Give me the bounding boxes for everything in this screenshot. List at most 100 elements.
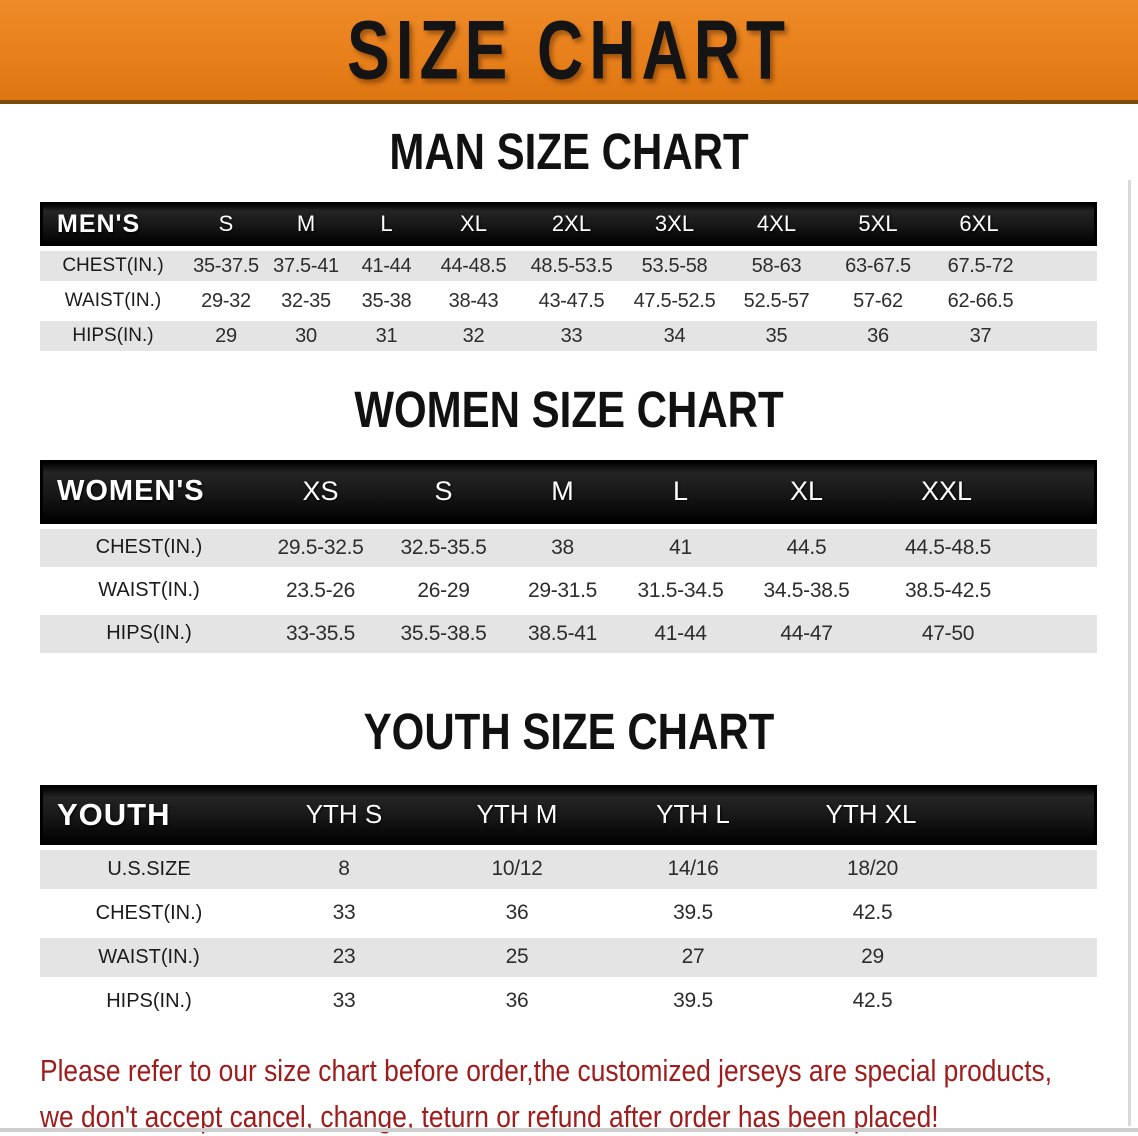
youth-measurement-cell: 29 [782, 937, 1097, 977]
women-measurement-cell: 29.5-32.5 [258, 528, 383, 567]
youth-measurement-cell: 39.5 [604, 893, 782, 933]
women-measurement-cell: 34.5-38.5 [740, 571, 873, 610]
men-measurement-cell: 36 [827, 321, 929, 352]
men-size-column-header: 2XL [520, 202, 623, 247]
women-measurement-cell: 31.5-34.5 [621, 571, 740, 610]
women-measurement-cell: 44-47 [740, 614, 873, 653]
women-size-column-header: XL [740, 459, 873, 524]
youth-measurement-cell: 42.5 [782, 893, 1097, 933]
men-measurement-cell: 35 [726, 321, 827, 352]
photo-edge-right [1128, 180, 1131, 1126]
men-measurement-cell: 67.5-72 [929, 251, 1097, 282]
men-band-label: MEN'S [40, 202, 186, 247]
men-measurement-cell: 41-44 [346, 251, 427, 282]
mens-chart-heading: MAN SIZE CHART [389, 122, 749, 181]
men-measurement-cell: 44-48.5 [427, 251, 520, 282]
womens-size-table: WOMEN'S XS S M L XL XXL CHEST(IN.) 29.5-32.5 32.5… [40, 455, 1097, 658]
youth-row-label: U.S.SIZE [40, 849, 258, 889]
women-measurement-cell: 41 [621, 528, 740, 567]
men-measurement-cell: 62-66.5 [929, 286, 1097, 317]
banner-title: SIZE CHART [347, 3, 791, 97]
men-measurement-cell: 43-47.5 [520, 286, 623, 317]
youth-row-label: HIPS(IN.) [40, 981, 258, 1021]
youth-chart-heading: YOUTH SIZE CHART [363, 702, 775, 760]
women-measurement-cell: 35.5-38.5 [383, 614, 504, 653]
women-size-column-header: XXL [873, 459, 1097, 524]
men-measurement-cell: 48.5-53.5 [520, 251, 623, 282]
men-row-label: WAIST(IN.) [40, 286, 186, 317]
mens-size-section: MAN SIZE CHART MEN'S S M L XL 2XL 3XL 4XL 5XL 6XL… [0, 123, 1138, 356]
men-size-column-header: 6XL [929, 202, 1097, 247]
men-measurement-cell: 63-67.5 [827, 251, 929, 282]
men-size-column-header: XL [427, 202, 520, 247]
men-measurement-cell: 37.5-41 [266, 251, 346, 282]
men-size-column-header: S [186, 202, 266, 247]
men-measurement-cell: 32-35 [266, 286, 346, 317]
youth-row-label: CHEST(IN.) [40, 893, 258, 933]
men-measurement-cell: 35-38 [346, 286, 427, 317]
disclaimer-line-1: Please refer to our size chart before or… [40, 1052, 1053, 1088]
women-measurement-cell: 44.5 [740, 528, 873, 567]
youth-size-column-header: YTH S [258, 784, 430, 845]
men-measurement-cell: 35-37.5 [186, 251, 266, 282]
women-measurement-cell: 44.5-48.5 [873, 528, 1097, 567]
men-measurement-cell: 37 [929, 321, 1097, 352]
youth-measurement-cell: 36 [430, 981, 604, 1021]
men-size-column-header: 4XL [726, 202, 827, 247]
men-size-column-header: M [266, 202, 346, 247]
size-chart-banner: SIZE CHART [0, 0, 1138, 104]
women-measurement-cell: 47-50 [873, 614, 1097, 653]
women-measurement-cell: 38 [504, 528, 621, 567]
women-measurement-cell: 23.5-26 [258, 571, 383, 610]
youth-size-column-header: YTH M [430, 784, 604, 845]
youth-measurement-cell: 39.5 [604, 981, 782, 1021]
men-measurement-cell: 52.5-57 [726, 286, 827, 317]
womens-size-section: WOMEN SIZE CHART WOMEN'S XS S M L XL XXL CHEST(… [0, 381, 1138, 658]
men-measurement-cell: 29-32 [186, 286, 266, 317]
women-measurement-cell: 38.5-42.5 [873, 571, 1097, 610]
women-row-label: HIPS(IN.) [40, 614, 258, 653]
men-measurement-cell: 32 [427, 321, 520, 352]
men-size-column-header: L [346, 202, 427, 247]
women-measurement-cell: 26-29 [383, 571, 504, 610]
men-measurement-cell: 31 [346, 321, 427, 352]
women-measurement-cell: 41-44 [621, 614, 740, 653]
youth-band-label: YOUTH [40, 784, 258, 845]
youth-measurement-cell: 18/20 [782, 849, 1097, 889]
men-measurement-cell: 47.5-52.5 [623, 286, 726, 317]
disclaimer: Please refer to our size chart before or… [40, 1052, 1138, 1136]
youth-measurement-cell: 33 [258, 981, 430, 1021]
youth-measurement-cell: 10/12 [430, 849, 604, 889]
youth-size-section: YOUTH SIZE CHART YOUTH YTH S YTH M YTH L YTH… [0, 702, 1138, 1026]
youth-size-table: YOUTH YTH S YTH M YTH L YTH XL U.S.SIZE 8 10/12… [40, 780, 1097, 1026]
men-measurement-cell: 58-63 [726, 251, 827, 282]
men-measurement-cell: 29 [186, 321, 266, 352]
youth-measurement-cell: 33 [258, 893, 430, 933]
men-row-label: HIPS(IN.) [40, 321, 186, 352]
men-measurement-cell: 30 [266, 321, 346, 352]
women-measurement-cell: 33-35.5 [258, 614, 383, 653]
youth-size-column-header: YTH L [604, 784, 782, 845]
women-measurement-cell: 32.5-35.5 [383, 528, 504, 567]
youth-measurement-cell: 36 [430, 893, 604, 933]
youth-measurement-cell: 23 [258, 937, 430, 977]
youth-measurement-cell: 27 [604, 937, 782, 977]
women-band-label: WOMEN'S [40, 459, 258, 524]
womens-chart-heading: WOMEN SIZE CHART [354, 380, 784, 439]
men-row-label: CHEST(IN.) [40, 251, 186, 282]
men-measurement-cell: 57-62 [827, 286, 929, 317]
women-size-column-header: XS [258, 459, 383, 524]
women-row-label: WAIST(IN.) [40, 571, 258, 610]
men-measurement-cell: 33 [520, 321, 623, 352]
women-size-column-header: S [383, 459, 504, 524]
men-size-column-header: 3XL [623, 202, 726, 247]
women-measurement-cell: 29-31.5 [504, 571, 621, 610]
women-size-column-header: L [621, 459, 740, 524]
youth-measurement-cell: 8 [258, 849, 430, 889]
women-measurement-cell: 38.5-41 [504, 614, 621, 653]
youth-measurement-cell: 25 [430, 937, 604, 977]
youth-row-label: WAIST(IN.) [40, 937, 258, 977]
youth-size-column-header: YTH XL [782, 784, 1097, 845]
men-measurement-cell: 38-43 [427, 286, 520, 317]
women-row-label: CHEST(IN.) [40, 528, 258, 567]
